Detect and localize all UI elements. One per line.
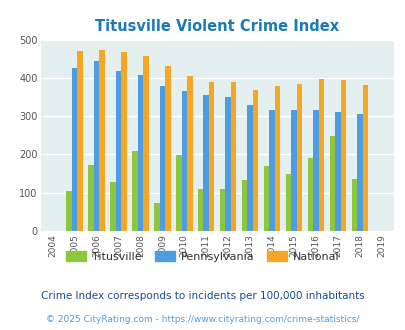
Bar: [203, 95, 209, 231]
Text: © 2025 CityRating.com - https://www.cityrating.com/crime-statistics/: © 2025 CityRating.com - https://www.city…: [46, 315, 359, 324]
Bar: [274, 86, 279, 231]
Bar: [252, 90, 258, 231]
Bar: [269, 110, 274, 231]
Bar: [154, 203, 159, 231]
Bar: [181, 90, 187, 231]
Bar: [220, 189, 225, 231]
Bar: [241, 180, 247, 231]
Bar: [340, 80, 345, 231]
Bar: [187, 76, 192, 231]
Bar: [318, 79, 323, 231]
Bar: [121, 52, 126, 231]
Bar: [247, 105, 252, 231]
Bar: [88, 165, 94, 231]
Bar: [334, 112, 340, 231]
Bar: [132, 150, 137, 231]
Bar: [159, 85, 165, 231]
Title: Titusville Violent Crime Index: Titusville Violent Crime Index: [95, 19, 339, 34]
Bar: [66, 191, 72, 231]
Bar: [290, 111, 296, 231]
Bar: [356, 114, 362, 231]
Bar: [225, 97, 230, 231]
Bar: [285, 174, 290, 231]
Bar: [312, 110, 318, 231]
Bar: [115, 71, 121, 231]
Bar: [362, 85, 367, 231]
Bar: [209, 82, 214, 231]
Text: Crime Index corresponds to incidents per 100,000 inhabitants: Crime Index corresponds to incidents per…: [41, 291, 364, 301]
Bar: [137, 75, 143, 231]
Bar: [77, 51, 83, 231]
Bar: [165, 66, 170, 231]
Bar: [143, 56, 148, 231]
Bar: [230, 82, 236, 231]
Bar: [263, 166, 269, 231]
Bar: [329, 136, 334, 231]
Bar: [94, 61, 99, 231]
Bar: [307, 158, 312, 231]
Bar: [351, 179, 356, 231]
Bar: [72, 68, 77, 231]
Bar: [176, 155, 181, 231]
Bar: [198, 189, 203, 231]
Bar: [296, 84, 301, 231]
Bar: [110, 182, 115, 231]
Bar: [99, 50, 104, 231]
Legend: Titusville, Pennsylvania, National: Titusville, Pennsylvania, National: [62, 247, 343, 267]
